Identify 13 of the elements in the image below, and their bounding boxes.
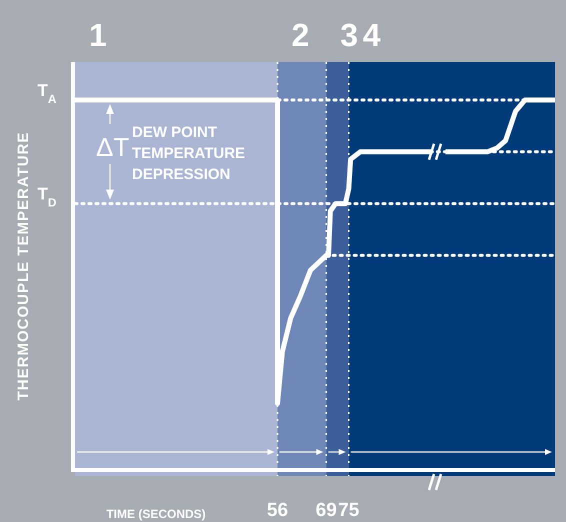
ref-line-label: T$_{A}$ — [38, 81, 57, 106]
y-axis-title: THERMOCOUPLE TEMPERATURE — [15, 132, 32, 400]
band-label: 1 — [89, 17, 107, 53]
x-tick-label: 69 — [316, 500, 337, 521]
annotation: DEW POINT TEMPERATURE DEPRESSION — [132, 124, 246, 183]
x-tick-label: 56 — [266, 500, 288, 521]
x-tick-label: 75 — [338, 500, 360, 521]
x-axis-title: TIME (SECONDS) — [106, 507, 206, 521]
band-label: 2 — [292, 17, 310, 53]
band-label: 4 — [362, 17, 381, 53]
annotation: ΔT — [96, 132, 130, 162]
band-label: 3 — [340, 17, 358, 53]
ref-line-label: T$_{D}$ — [38, 184, 57, 210]
